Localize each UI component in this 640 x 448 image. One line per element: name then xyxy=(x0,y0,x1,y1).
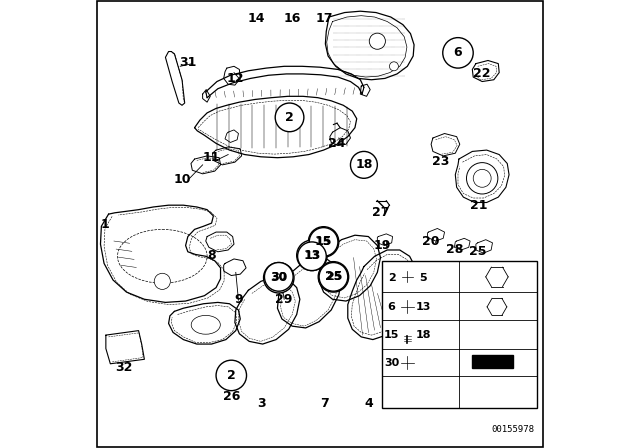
Circle shape xyxy=(318,262,349,292)
Text: 22: 22 xyxy=(474,67,491,81)
Text: 18: 18 xyxy=(415,330,431,340)
Text: 25: 25 xyxy=(326,272,341,282)
Text: 12: 12 xyxy=(226,72,244,85)
Circle shape xyxy=(490,270,504,284)
Bar xyxy=(382,261,538,408)
Text: 7: 7 xyxy=(320,396,329,410)
Circle shape xyxy=(392,291,423,323)
Text: 2: 2 xyxy=(227,369,236,382)
Circle shape xyxy=(396,351,419,375)
Circle shape xyxy=(473,169,491,187)
Circle shape xyxy=(264,263,294,293)
Text: 30: 30 xyxy=(270,271,287,284)
Circle shape xyxy=(369,33,385,49)
Text: 28: 28 xyxy=(445,243,463,257)
Circle shape xyxy=(264,263,293,291)
Circle shape xyxy=(309,228,338,256)
Circle shape xyxy=(397,267,417,287)
Text: 21: 21 xyxy=(470,198,488,212)
Text: 13: 13 xyxy=(415,302,431,312)
Circle shape xyxy=(154,273,170,289)
Circle shape xyxy=(216,360,246,391)
Circle shape xyxy=(389,62,398,71)
Text: 17: 17 xyxy=(316,12,333,26)
Text: 14: 14 xyxy=(248,12,265,26)
Circle shape xyxy=(297,240,327,271)
Text: 30: 30 xyxy=(271,272,287,282)
Circle shape xyxy=(394,263,420,290)
Text: 31: 31 xyxy=(179,56,196,69)
Text: 23: 23 xyxy=(432,155,450,168)
Text: 11: 11 xyxy=(203,151,220,164)
Text: 29: 29 xyxy=(275,293,292,306)
Circle shape xyxy=(308,227,339,257)
Text: 25: 25 xyxy=(324,270,342,284)
Text: 9: 9 xyxy=(234,293,243,306)
Circle shape xyxy=(319,263,348,291)
Text: 26: 26 xyxy=(223,390,240,403)
Text: 13: 13 xyxy=(304,251,319,261)
Bar xyxy=(472,355,513,368)
Text: 15: 15 xyxy=(384,330,399,340)
Text: 27: 27 xyxy=(372,206,389,220)
Text: 10: 10 xyxy=(173,172,191,186)
Text: 3: 3 xyxy=(257,396,266,410)
Text: 6: 6 xyxy=(454,46,462,60)
Circle shape xyxy=(396,295,419,319)
Text: 8: 8 xyxy=(207,249,216,262)
Text: 15: 15 xyxy=(315,235,332,249)
Text: 13: 13 xyxy=(303,249,321,262)
Circle shape xyxy=(351,151,378,178)
Text: 15: 15 xyxy=(316,237,332,247)
Circle shape xyxy=(399,320,415,336)
Text: 18: 18 xyxy=(355,158,372,172)
Text: 25: 25 xyxy=(469,245,486,258)
Text: 4: 4 xyxy=(364,396,372,410)
Text: 16: 16 xyxy=(284,12,301,26)
Text: 24: 24 xyxy=(328,137,346,150)
Circle shape xyxy=(493,331,502,340)
Text: 2: 2 xyxy=(285,111,294,124)
Circle shape xyxy=(491,301,503,313)
Text: 32: 32 xyxy=(115,361,132,374)
Circle shape xyxy=(467,163,498,194)
Text: 00155978: 00155978 xyxy=(491,425,534,434)
Text: 20: 20 xyxy=(422,235,440,249)
Circle shape xyxy=(298,242,326,271)
Text: 19: 19 xyxy=(373,239,390,252)
Circle shape xyxy=(486,324,508,346)
Text: 6: 6 xyxy=(388,302,396,312)
Circle shape xyxy=(392,347,423,379)
Text: 1: 1 xyxy=(100,217,109,231)
Text: 2: 2 xyxy=(388,273,396,283)
Circle shape xyxy=(443,38,473,68)
Text: 5: 5 xyxy=(419,273,427,283)
Text: 30: 30 xyxy=(384,358,399,368)
Circle shape xyxy=(275,103,304,132)
